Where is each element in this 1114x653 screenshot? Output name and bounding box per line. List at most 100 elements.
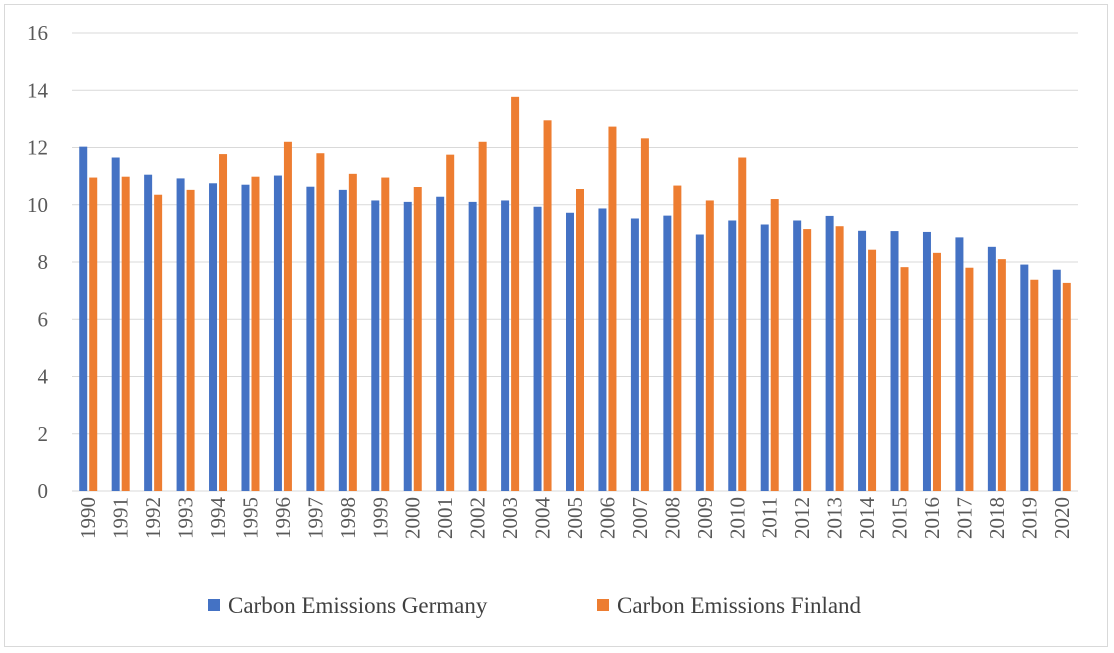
legend-swatch-finland: [597, 599, 609, 611]
y-tick-label: 12: [27, 136, 48, 160]
bar-finland-2005: [576, 189, 584, 491]
bar-finland-2010: [738, 157, 747, 492]
bar-finland-1994: [219, 154, 228, 492]
x-tick-label: 1994: [206, 497, 230, 540]
bar-germany-2010: [728, 220, 737, 491]
bar-finland-2012: [803, 229, 812, 492]
bar-finland-1992: [154, 194, 163, 491]
y-tick-label: 16: [27, 21, 48, 45]
bar-germany-2016: [922, 231, 931, 491]
bar-germany-1999: [371, 200, 380, 492]
x-tick-label: 1998: [336, 497, 360, 539]
y-tick-label: 4: [38, 365, 49, 389]
x-tick-label: 1995: [238, 497, 262, 539]
x-tick-label: 2014: [855, 497, 879, 540]
bar-germany-2012: [793, 220, 802, 491]
x-axis-ticks: 1990 1991 1992 1993 1994 1995 1996 1997 1998 1999…: [76, 497, 1074, 540]
bar-finland-1993: [186, 189, 195, 492]
x-tick-label: 2008: [660, 497, 684, 539]
bar-germany-2020: [1052, 269, 1061, 491]
x-tick-label: 2007: [628, 497, 652, 539]
bar-finland-2014: [868, 249, 877, 491]
bar-finland-2003: [511, 96, 520, 492]
bar-finland-2009: [705, 200, 714, 492]
bar-germany-2019: [1020, 264, 1029, 491]
x-tick-label: 1993: [174, 497, 198, 539]
x-tick-label: 2000: [401, 497, 425, 539]
x-tick-label: 2020: [1050, 497, 1074, 539]
bar-finland-1996: [283, 141, 292, 491]
bar-finland-1995: [251, 176, 260, 491]
bar-finland-2007: [640, 138, 649, 491]
y-tick-label: 14: [27, 78, 49, 102]
y-axis-ticks: 0 2 4 6 8 10 12 14 16: [27, 21, 49, 503]
y-tick-label: 0: [38, 479, 49, 503]
bar-germany-1994: [209, 183, 218, 491]
x-tick-label: 1992: [141, 497, 165, 539]
bar-finland-1990: [89, 177, 98, 491]
bar-germany-2014: [858, 230, 867, 491]
y-tick-label: 2: [38, 422, 49, 446]
bar-finland-1991: [121, 176, 130, 491]
bar-germany-1992: [144, 174, 153, 491]
bar-finland-2015: [900, 267, 909, 491]
bar-finland-2017: [965, 267, 974, 491]
legend-swatch-germany: [208, 599, 220, 611]
bar-finland-2018: [997, 259, 1006, 491]
x-tick-label: 1997: [303, 497, 327, 539]
x-tick-label: 2002: [466, 497, 490, 539]
bar-germany-1993: [176, 178, 185, 492]
bar-finland-2006: [608, 126, 617, 491]
legend-label-germany: Carbon Emissions Germany: [228, 593, 488, 618]
bar-germany-2000: [403, 201, 412, 491]
x-tick-label: 2019: [1017, 497, 1041, 539]
bar-germany-2001: [436, 196, 445, 492]
bar-germany-2004: [533, 206, 542, 491]
bar-germany-2003: [501, 200, 510, 492]
bar-finland-2008: [673, 185, 682, 492]
y-tick-label: 10: [27, 193, 48, 217]
x-tick-label: 2010: [725, 497, 749, 539]
x-tick-label: 1990: [76, 497, 100, 539]
x-tick-label: 2012: [790, 497, 814, 539]
legend-label-finland: Carbon Emissions Finland: [617, 593, 862, 618]
bar-germany-2009: [695, 234, 704, 491]
x-tick-label: 1996: [271, 497, 295, 539]
bar-germany-2011: [760, 224, 769, 491]
x-tick-label: 2015: [888, 497, 912, 539]
bar-finland-2004: [543, 120, 552, 492]
x-tick-label: 2017: [952, 497, 976, 539]
bar-finland-2013: [835, 226, 844, 491]
bar-germany-2017: [955, 237, 964, 491]
x-tick-label: 2018: [985, 497, 1009, 539]
bar-germany-2015: [890, 231, 899, 491]
bar-germany-1990: [79, 146, 88, 492]
bar-germany-1991: [111, 157, 120, 492]
y-tick-label: 6: [38, 307, 49, 331]
gridlines: [72, 32, 1078, 492]
x-tick-label: 2011: [758, 497, 782, 538]
bar-finland-2016: [932, 252, 941, 491]
bar-germany-2008: [663, 215, 672, 491]
bar-finland-1997: [316, 153, 325, 491]
x-tick-label: 2013: [823, 497, 847, 539]
bar-finland-2011: [770, 199, 779, 491]
x-tick-label: 2004: [531, 497, 555, 540]
bar-germany-1996: [273, 175, 282, 492]
bar-finland-2001: [446, 154, 455, 491]
bar-germany-1998: [338, 189, 347, 492]
x-tick-label: 1999: [368, 497, 392, 539]
bar-germany-2018: [987, 246, 996, 491]
x-tick-label: 2005: [563, 497, 587, 539]
bar-finland-2002: [478, 141, 487, 491]
x-tick-label: 2001: [433, 497, 457, 539]
legend: Carbon Emissions Germany Carbon Emissions…: [208, 593, 862, 618]
x-tick-label: 2003: [498, 497, 522, 539]
bar-germany-1997: [306, 186, 315, 491]
bar-finland-1998: [348, 173, 357, 491]
bars: [79, 96, 1071, 492]
bar-finland-2019: [1030, 279, 1039, 491]
bar-germany-2005: [566, 212, 574, 491]
bar-germany-2006: [598, 208, 607, 491]
